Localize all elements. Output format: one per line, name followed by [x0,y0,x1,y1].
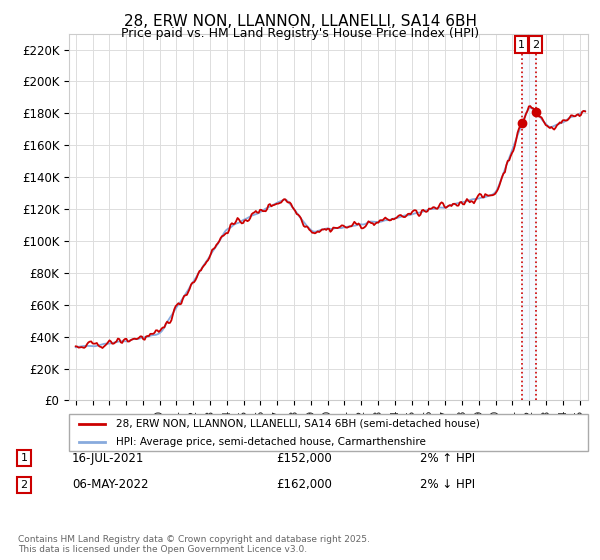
Text: 2: 2 [20,480,28,490]
Text: £152,000: £152,000 [276,451,332,465]
Text: Contains HM Land Registry data © Crown copyright and database right 2025.
This d: Contains HM Land Registry data © Crown c… [18,535,370,554]
Text: Price paid vs. HM Land Registry's House Price Index (HPI): Price paid vs. HM Land Registry's House … [121,27,479,40]
Text: 2: 2 [532,40,539,49]
Text: £162,000: £162,000 [276,478,332,492]
Text: 1: 1 [518,40,525,49]
Text: 1: 1 [20,453,28,463]
Text: 16-JUL-2021: 16-JUL-2021 [72,451,145,465]
Bar [521,34,536,400]
Text: 06-MAY-2022: 06-MAY-2022 [72,478,149,492]
Text: 28, ERW NON, LLANNON, LLANELLI, SA14 6BH: 28, ERW NON, LLANNON, LLANELLI, SA14 6BH [124,14,476,29]
Text: 2% ↓ HPI: 2% ↓ HPI [420,478,475,492]
FancyBboxPatch shape [69,414,588,451]
Text: HPI: Average price, semi-detached house, Carmarthenshire: HPI: Average price, semi-detached house,… [116,437,425,447]
Text: 2% ↑ HPI: 2% ↑ HPI [420,451,475,465]
Text: 28, ERW NON, LLANNON, LLANELLI, SA14 6BH (semi-detached house): 28, ERW NON, LLANNON, LLANELLI, SA14 6BH… [116,418,479,428]
